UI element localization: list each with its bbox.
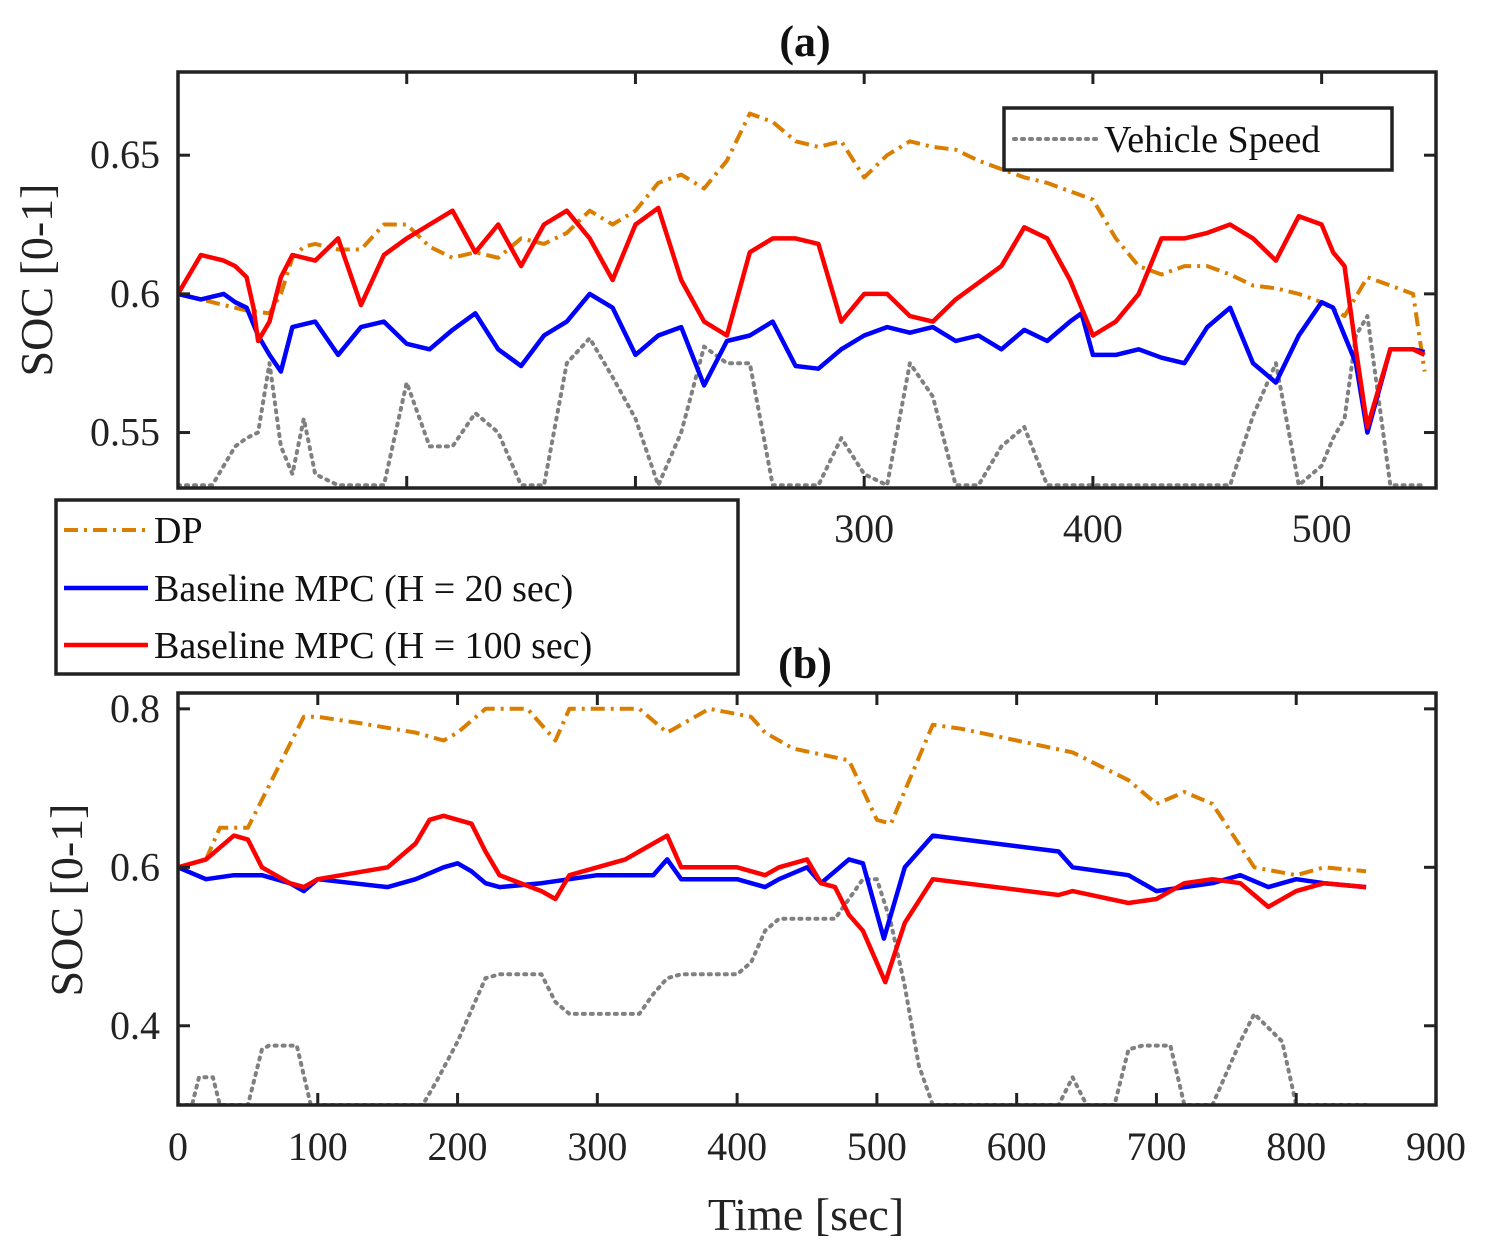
x-tick-label: 300: [834, 506, 894, 551]
panel-b: (b) 0.4 0.6 0.8 0 100 200 300 400 500 600 700 800 9…: [41, 639, 1466, 1240]
panel-a-series-baseline-mpc-h-100-sec: [178, 205, 1426, 430]
panel-b-y-ticks: 0.4 0.6 0.8: [110, 686, 1436, 1048]
main-legend-box: [54, 498, 740, 676]
legend-label-dp: DP: [154, 510, 203, 552]
panel-a-series-dp: [178, 111, 1427, 372]
panel-a-axes-box: [176, 70, 1438, 490]
panel-b-series-dp: [178, 706, 1367, 878]
panel-a-title: (a): [779, 17, 830, 66]
panel-b-title: (b): [778, 639, 832, 688]
x-tick-label: 500: [847, 1124, 907, 1169]
x-tick-label: 900: [1406, 1124, 1466, 1169]
x-tick-label: 700: [1126, 1124, 1186, 1169]
panel-b-series-baseline-mpc-h-20-sec: [178, 833, 1367, 941]
panel-b-series-baseline-mpc-h-100-sec: [178, 813, 1367, 985]
panel-a-plot-area: [178, 111, 1427, 488]
y-tick-label: 0.6: [110, 271, 160, 316]
x-tick-label: 0: [168, 1124, 188, 1169]
panel-b-x-axis-label: Time [sec]: [708, 1189, 904, 1240]
legend-label-mpc-20: Baseline MPC (H = 20 sec): [154, 568, 573, 610]
panel-a-y-ticks: 0.55 0.6 0.65: [90, 132, 1436, 455]
x-tick-label: 800: [1266, 1124, 1326, 1169]
x-tick-label: 300: [567, 1124, 627, 1169]
panel-a-y-axis-label: SOC [0-1]: [11, 184, 62, 377]
panel-b-plot-area: [178, 706, 1369, 1105]
panel-a-legend-box: [1002, 106, 1394, 172]
y-tick-label: 0.4: [110, 1003, 160, 1048]
panel-b-axes-box: [176, 691, 1438, 1107]
x-tick-label: 100: [288, 1124, 348, 1169]
main-legend: DP Baseline MPC (H = 20 sec) Baseline MP…: [54, 498, 740, 676]
legend-label-mpc-100: Baseline MPC (H = 100 sec): [154, 625, 592, 667]
panel-b-series-vehicle-speed: [178, 877, 1369, 1105]
y-tick-label: 0.6: [110, 844, 160, 889]
panel-a-series-vehicle-speed: [178, 314, 1427, 488]
x-tick-label: 400: [1063, 506, 1123, 551]
legend-label-vehicle-speed: Vehicle Speed: [1104, 119, 1320, 161]
x-tick-label: 200: [428, 1124, 488, 1169]
y-tick-label: 0.65: [90, 132, 160, 177]
x-tick-label: 500: [1292, 506, 1352, 551]
x-tick-label: 400: [707, 1124, 767, 1169]
panel-a-legend: Vehicle Speed: [1002, 106, 1394, 172]
panel-b-x-ticks: 0 100 200 300 400 500 600 700 800 900: [168, 693, 1466, 1169]
y-tick-label: 0.8: [110, 686, 160, 731]
y-tick-label: 0.55: [90, 410, 160, 455]
panel-b-y-axis-label: SOC [0-1]: [41, 804, 92, 997]
x-tick-label: 600: [987, 1124, 1047, 1169]
panel-a-series-baseline-mpc-h-20-sec: [178, 291, 1426, 435]
